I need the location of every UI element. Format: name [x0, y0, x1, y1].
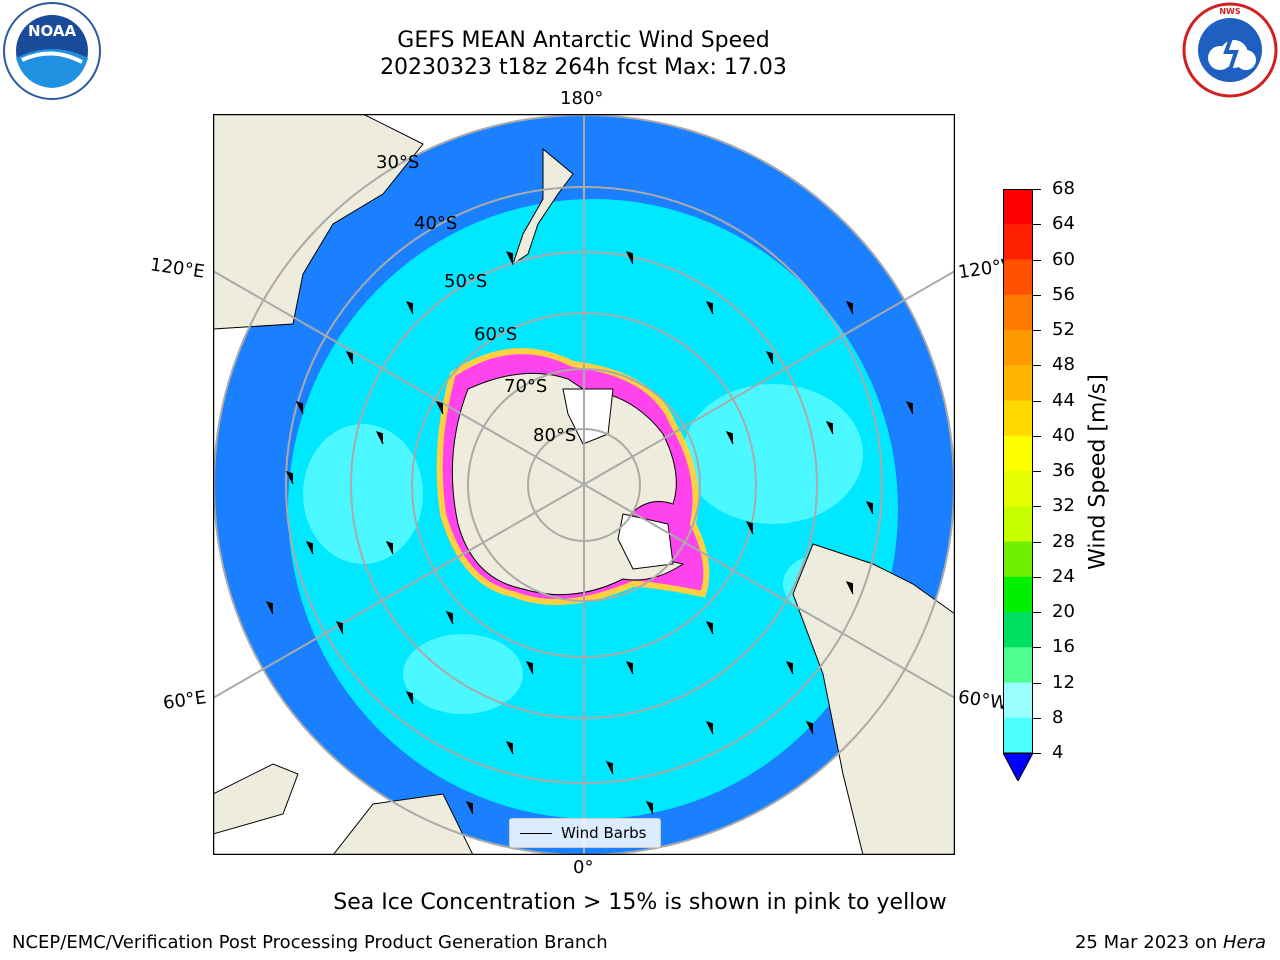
colorbar-tick-mark — [1033, 612, 1041, 613]
lat-label-40s: 40°S — [414, 213, 458, 234]
polar-map — [212, 113, 956, 856]
colorbar-tick-mark — [1033, 189, 1041, 190]
colorbar-segment — [1003, 576, 1033, 613]
colorbar-tick-label: 20 — [1052, 601, 1075, 622]
colorbar-tick-label: 4 — [1052, 742, 1064, 763]
colorbar-segment — [1003, 189, 1033, 225]
colorbar-tick-label: 44 — [1052, 389, 1075, 411]
colorbar-label: Wind Speed [m/s] — [1085, 374, 1111, 570]
colorbar-tick-mark — [1033, 471, 1041, 472]
sea-ice-annotation: Sea Ice Concentration > 15% is shown in … — [333, 890, 947, 915]
colorbar-segment — [1003, 365, 1033, 401]
colorbar — [1002, 189, 1034, 783]
colorbar-tick-mark — [1033, 541, 1041, 543]
lat-label-60s: 60°S — [474, 324, 518, 345]
lat-label-70s: 70°S — [504, 376, 548, 397]
colorbar-tick-mark — [1033, 400, 1041, 402]
chart-title: GEFS MEAN Antarctic Wind Speed — [397, 28, 770, 53]
colorbar-tick-mark — [1033, 576, 1041, 578]
colorbar-segment — [1003, 612, 1033, 648]
colorbar-tick-label: 68 — [1052, 178, 1075, 199]
ross-ice-shelf — [562, 388, 614, 445]
colorbar-segment — [1003, 259, 1033, 296]
chart-subtitle: 20230323 t18z 264h fcst Max: 17.03 — [380, 55, 787, 80]
lat-label-30s: 30°S — [376, 152, 420, 173]
colorbar-segment — [1003, 682, 1033, 719]
lon-label-180: 180° — [560, 88, 604, 109]
colorbar-tick-label: 16 — [1052, 636, 1075, 658]
colorbar-segment — [1003, 717, 1033, 754]
lat-label-80s: 80°S — [533, 425, 577, 446]
lon-label-120e: 120°E — [148, 254, 206, 283]
colorbar-segment — [1003, 471, 1033, 507]
colorbar-tick-label: 12 — [1052, 671, 1075, 693]
colorbar-tick-mark — [1033, 294, 1041, 296]
colorbar-tick-label: 48 — [1052, 354, 1075, 376]
colorbar-segment — [1003, 330, 1033, 366]
svg-text:NWS: NWS — [1219, 7, 1241, 16]
footer-left: NCEP/EMC/Verification Post Processing Pr… — [12, 932, 608, 953]
colorbar-tick-label: 52 — [1052, 319, 1075, 340]
colorbar-segment — [1003, 400, 1033, 437]
colorbar-segment — [1003, 224, 1033, 260]
footer-right: 25 Mar 2023 on Hera — [1075, 932, 1266, 953]
colorbar-segment — [1003, 647, 1033, 683]
lon-label-60e: 60°E — [161, 687, 208, 714]
colorbar-segment — [1003, 435, 1033, 472]
colorbar-tick-label: 60 — [1052, 248, 1075, 270]
lon-label-0: 0° — [573, 857, 594, 878]
map-svg — [212, 113, 956, 856]
colorbar-frame — [1003, 189, 1033, 754]
nws-logo: NWS — [1176, 0, 1280, 104]
land-new-zealand — [512, 147, 574, 266]
lat-label-50s: 50°S — [444, 271, 488, 292]
wind-patch-east — [683, 384, 863, 524]
colorbar-segment — [1003, 506, 1033, 542]
colorbar-tick-mark — [1033, 259, 1041, 261]
colorbar-tick-mark — [1033, 224, 1041, 226]
lon-label-60w: 60°W — [956, 686, 1009, 715]
colorbar-tick-label: 56 — [1052, 283, 1075, 305]
colorbar-tick-label: 40 — [1052, 424, 1075, 446]
colorbar-tick-mark — [1033, 506, 1041, 508]
colorbar-tick-mark — [1033, 365, 1041, 367]
colorbar-svg — [1002, 189, 1034, 783]
colorbar-segment — [1003, 541, 1033, 578]
colorbar-tick-label: 28 — [1052, 530, 1075, 552]
colorbar-tick-mark — [1033, 717, 1041, 719]
colorbar-tick-mark — [1033, 330, 1041, 331]
colorbar-segment — [1003, 294, 1033, 331]
footer-date: 25 Mar 2023 on — [1074, 932, 1223, 953]
map-legend: Wind Barbs — [509, 818, 661, 848]
colorbar-tick-label: 32 — [1052, 495, 1075, 517]
colorbar-tick-mark — [1033, 647, 1041, 649]
legend-label: Wind Barbs — [561, 824, 647, 842]
colorbar-extend-triangle — [1002, 752, 1034, 783]
colorbar-tick-label: 8 — [1052, 706, 1064, 728]
colorbar-tick-mark — [1033, 435, 1041, 437]
wind-barb-legend-line — [520, 832, 552, 834]
footer-host: Hera — [1222, 932, 1266, 953]
noaa-logo: NOAA — [0, 0, 104, 104]
colorbar-tick-label: 24 — [1052, 565, 1075, 587]
colorbar-tick-mark — [1033, 682, 1041, 684]
colorbar-tick-label: 36 — [1052, 460, 1075, 481]
colorbar-tick-label: 64 — [1052, 213, 1075, 235]
colorbar-tick-mark — [1033, 753, 1041, 754]
wind-barbs — [265, 250, 914, 815]
svg-text:NOAA: NOAA — [28, 22, 77, 40]
